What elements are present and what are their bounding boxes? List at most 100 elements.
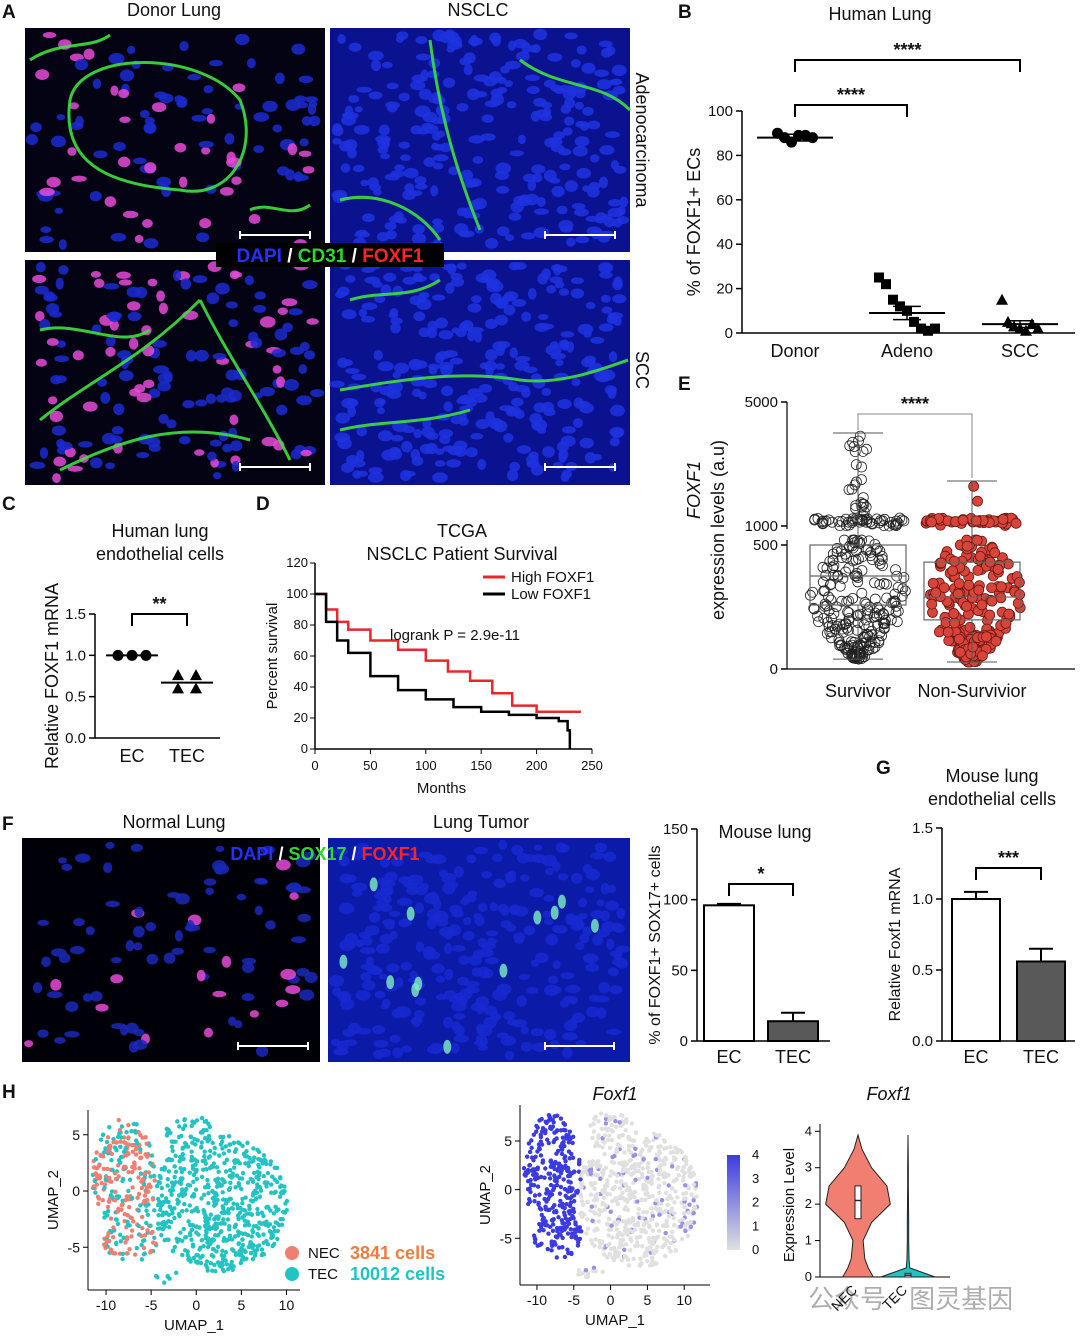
nucleus [545, 933, 559, 946]
nucleus [590, 909, 604, 919]
chart-title: endothelial cells [928, 789, 1056, 809]
cell-point [542, 1196, 547, 1202]
nucleus [230, 440, 243, 452]
nucleus [389, 1034, 401, 1043]
cell-point [539, 1212, 544, 1218]
stain-sep: / [352, 844, 357, 864]
nucleus [203, 878, 217, 886]
cell-point [140, 1135, 145, 1140]
nucleus [89, 191, 102, 202]
cell-point [96, 1196, 102, 1201]
nucleus [56, 113, 66, 121]
panel-letter: C [2, 494, 16, 515]
cell-point [577, 1229, 582, 1234]
cell-point [272, 1228, 277, 1234]
nucleus [118, 279, 133, 286]
nucleus [381, 999, 391, 1008]
cell-point [657, 1212, 662, 1217]
nucleus [285, 985, 301, 995]
nucleus [248, 213, 261, 225]
cell-point [259, 1247, 265, 1252]
cell-point [596, 1219, 601, 1224]
cell-point [659, 1198, 665, 1203]
nucleus [147, 278, 158, 287]
y-tick-label: 5 [504, 1133, 512, 1149]
cell-point [182, 1123, 188, 1128]
cell-point [685, 1233, 691, 1238]
nucleus [144, 116, 155, 125]
nucleus [109, 319, 119, 331]
nucleus [465, 398, 477, 408]
nucleus [596, 899, 605, 907]
nucleus [528, 45, 538, 53]
nucleus [395, 35, 404, 43]
cell-point [267, 1222, 273, 1227]
point-cloud [821, 562, 833, 574]
cell-point [691, 1220, 697, 1225]
cell-point [682, 1170, 687, 1176]
nucleus [429, 1042, 444, 1054]
cell-point [637, 1152, 643, 1157]
cell-point [681, 1196, 687, 1201]
y-tick-label: 60 [294, 648, 308, 663]
cell-point [115, 1209, 121, 1214]
x-tick-label: Survivor [825, 681, 891, 701]
nucleus [246, 58, 256, 69]
nucleus [436, 350, 450, 360]
cell-point [107, 1175, 112, 1181]
nucleus [604, 385, 617, 395]
point-cloud [935, 557, 947, 569]
cell-point [654, 1197, 659, 1203]
cell-point [618, 1241, 624, 1246]
nucleus [585, 1006, 601, 1018]
cell-point [105, 1166, 110, 1172]
cell-point [557, 1174, 562, 1180]
cell-point [232, 1234, 238, 1239]
cell-point [566, 1133, 571, 1138]
nucleus [355, 990, 371, 1001]
cell-point [124, 1130, 129, 1135]
cell-point [141, 1252, 147, 1257]
nucleus [134, 384, 146, 393]
point-cloud [852, 576, 864, 588]
cell-point [221, 1268, 226, 1274]
nucleus [212, 990, 227, 998]
nucleus [576, 167, 592, 179]
nucleus [562, 1046, 573, 1059]
cell-point [199, 1237, 205, 1243]
cell-point [687, 1202, 692, 1207]
nucleus [373, 349, 383, 361]
cell-point [614, 1198, 619, 1204]
nucleus [544, 1028, 557, 1041]
cell-point [636, 1163, 642, 1169]
cell-point [138, 1203, 143, 1208]
cell-point [269, 1182, 274, 1187]
nucleus [516, 995, 527, 1007]
cell-point [661, 1175, 667, 1180]
nucleus [256, 1045, 269, 1057]
cell-point [657, 1183, 662, 1189]
nucleus [558, 219, 574, 231]
nucleus [132, 157, 147, 165]
point-cloud [853, 553, 864, 565]
cell-point [665, 1196, 670, 1202]
annotation: logrank P = 2.9e-11 [390, 627, 520, 644]
cell-point [647, 1245, 653, 1250]
cell-point [546, 1196, 551, 1202]
cell-point [165, 1176, 171, 1182]
cell-point [543, 1219, 548, 1224]
cell-point [182, 1117, 187, 1122]
nucleus [495, 298, 507, 309]
nucleus [513, 932, 526, 942]
nucleus [158, 413, 169, 424]
cell-point [650, 1228, 656, 1233]
error-bar [781, 1011, 805, 1022]
point-cloud [834, 580, 846, 592]
x-tick-label: 0 [192, 1297, 200, 1313]
cell-point [632, 1189, 638, 1195]
cell-point [157, 1226, 163, 1231]
cell-point [125, 1212, 130, 1218]
cell-point [556, 1245, 562, 1250]
nucleus [351, 373, 367, 381]
